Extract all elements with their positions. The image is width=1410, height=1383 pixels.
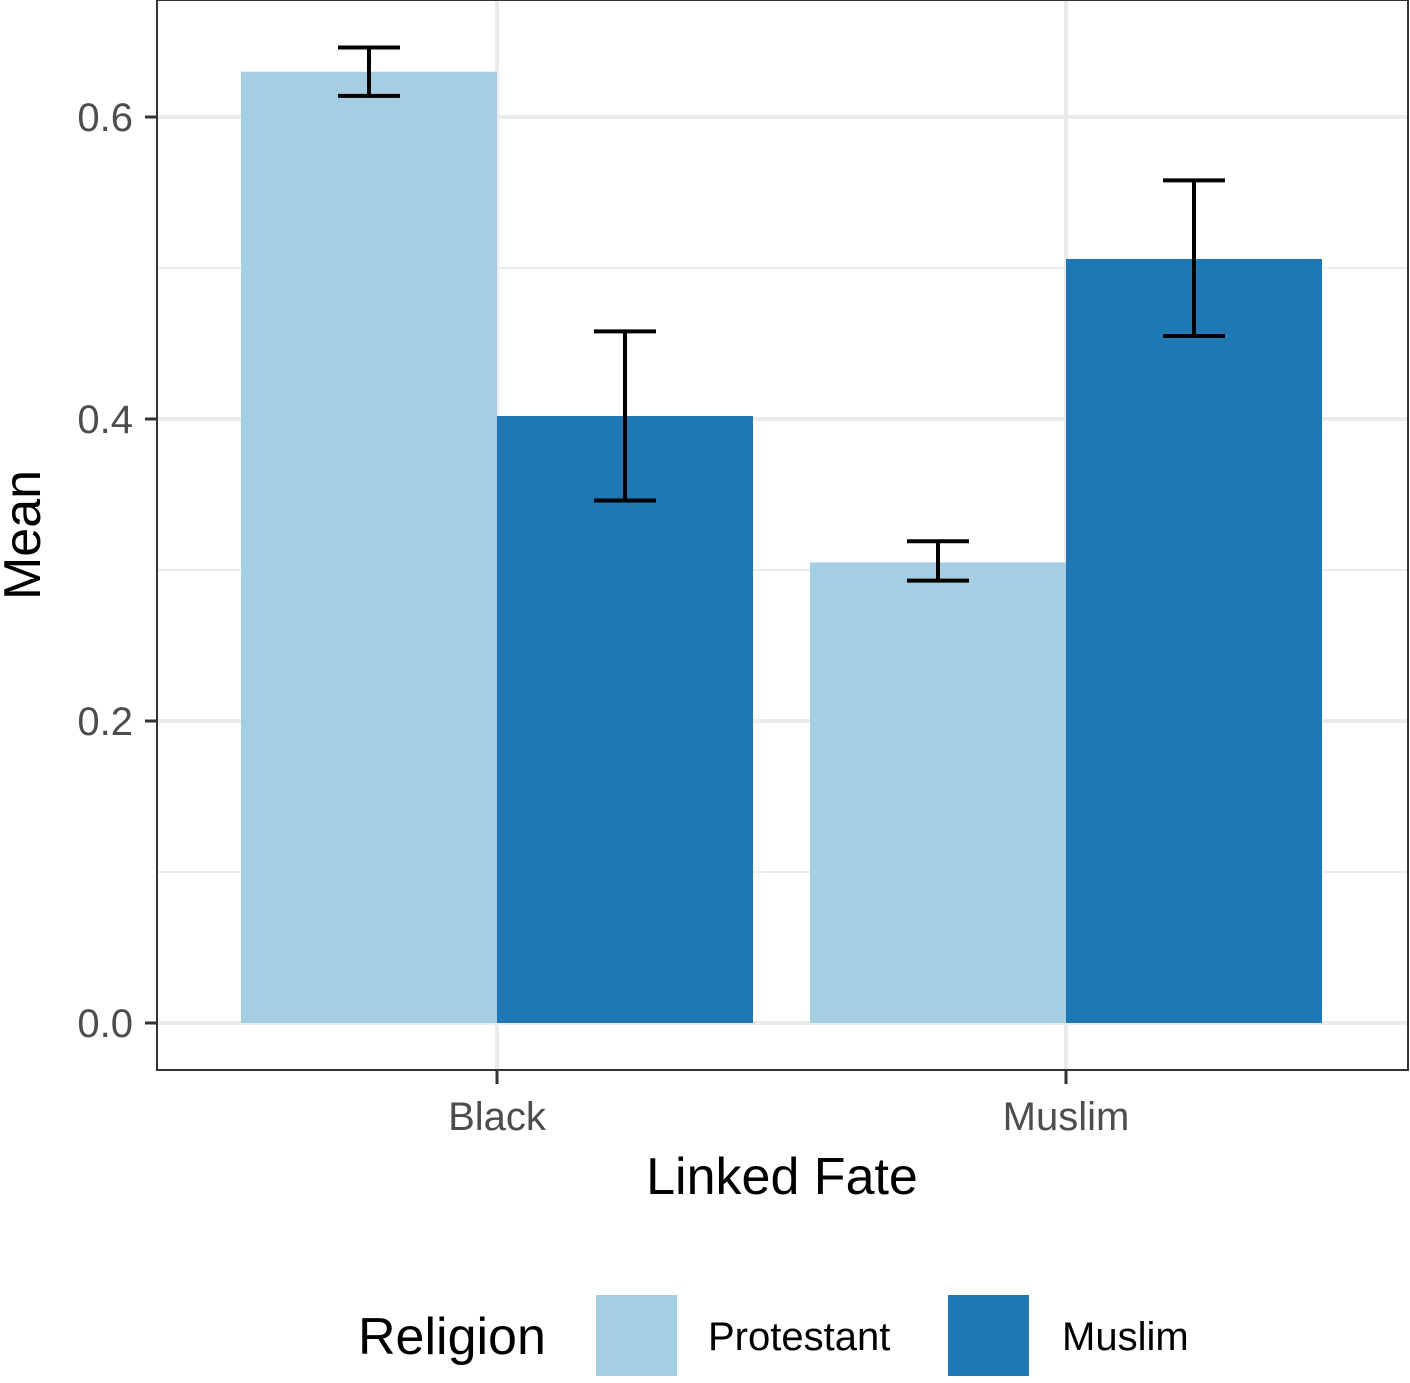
legend-label-muslim: Muslim <box>1062 1315 1189 1359</box>
x-tick-label: Muslim <box>1003 1095 1130 1139</box>
y-tick-label: 0.6 <box>77 96 133 140</box>
error-bar-black-muslim <box>594 329 656 503</box>
bar-muslim-protestant <box>810 562 1066 1023</box>
error-bars <box>338 45 1225 583</box>
error-bar-muslim-muslim <box>1163 178 1225 338</box>
panel-border <box>156 0 1409 1071</box>
legend-label-protestant: Protestant <box>708 1315 890 1359</box>
legend-key-protestant <box>596 1295 677 1376</box>
legend-key-muslim <box>948 1295 1029 1376</box>
bar-black-protestant <box>241 71 497 1023</box>
x-axis-ticks: Black Muslim <box>448 1070 1129 1139</box>
y-tick-label: 0.0 <box>77 1002 133 1046</box>
bars <box>241 71 1322 1024</box>
error-bar-muslim-protestant <box>907 539 969 583</box>
legend-title: Religion <box>358 1308 546 1366</box>
y-axis-title: Mean <box>0 470 52 600</box>
x-axis-title: Linked Fate <box>646 1148 918 1206</box>
y-axis-ticks: 0.0 0.2 0.4 0.6 <box>77 96 157 1046</box>
y-tick-label: 0.4 <box>77 398 133 442</box>
bar-black-muslim <box>497 415 753 1024</box>
y-tick-label: 0.2 <box>77 700 133 744</box>
error-bar-black-protestant <box>338 45 400 98</box>
x-tick-label: Black <box>448 1095 547 1139</box>
legend: Religion Protestant Muslim <box>358 1295 1189 1376</box>
bar-muslim-muslim <box>1066 258 1322 1023</box>
